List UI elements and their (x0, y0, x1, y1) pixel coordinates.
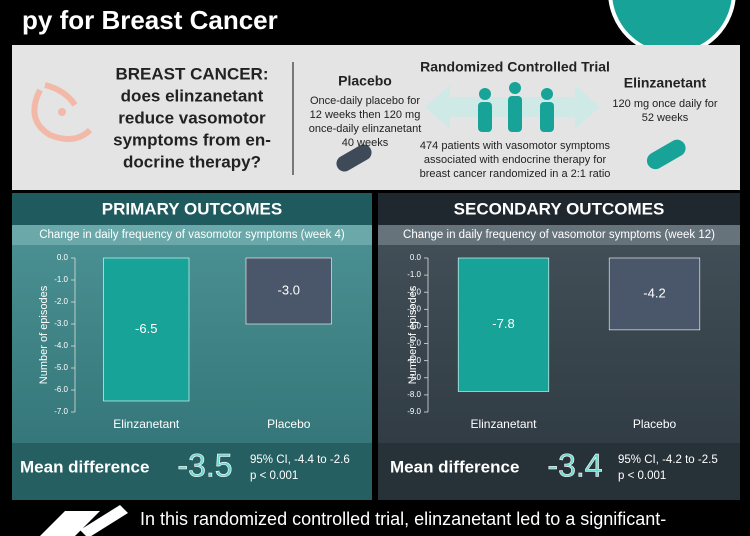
drug-line: 52 weeks (642, 112, 689, 124)
secondary-subheader (378, 225, 740, 245)
bar (457, 257, 550, 392)
design-line: associated with endocrine therapy for (424, 154, 607, 166)
footer-text: In this randomized controlled trial, eli… (140, 509, 666, 529)
panel-subtitle: Change in daily frequency of vasomotor s… (403, 229, 715, 241)
y-tick-label: 0.0 (57, 253, 69, 262)
drug-pill (646, 139, 686, 170)
study-box (12, 45, 740, 190)
y-tick-label: -3.0 (54, 319, 68, 328)
y-tick-label: -8.0 (407, 390, 421, 399)
design-line: 474 patients with vasomotor symptoms (420, 140, 611, 152)
drug-name: Elinzanetant (624, 75, 707, 91)
primary-summary (12, 443, 372, 500)
y-axis-label: Number of episodes (38, 285, 50, 384)
panel-title: SECONDARY OUTCOMES (454, 199, 665, 218)
question-line: does elinzanetant (121, 86, 264, 105)
breast-icon-dot (58, 108, 66, 116)
y-tick-label: -9.0 (407, 407, 421, 416)
footer (0, 500, 750, 536)
mean-difference-label: Mean difference (20, 457, 149, 476)
design-name: Randomized Controlled Trial (420, 59, 610, 75)
mean-difference-p: p < 0.001 (618, 470, 666, 482)
x-tick-label: Elinzanetant (470, 417, 537, 431)
mean-difference-value: -3.4 (547, 447, 602, 483)
y-tick-label: -1.0 (407, 270, 421, 279)
x-tick-label: Elinzanetant (113, 417, 180, 431)
x-tick-label: Placebo (633, 417, 677, 431)
y-tick-label: 0.0 (410, 253, 422, 262)
people-icon (478, 82, 554, 132)
y-tick-label: -4.0 (407, 322, 421, 331)
y-tick-label: -5.0 (407, 339, 421, 348)
primary-subheader (12, 225, 372, 245)
y-tick-label: -7.0 (54, 407, 68, 416)
mean-difference-label: Mean difference (390, 457, 519, 476)
drug-line: 120 mg once daily for (612, 98, 718, 110)
y-tick-label: -4.0 (54, 341, 68, 350)
question-line: symptoms from en- (113, 130, 271, 149)
y-tick-label: -2.0 (407, 287, 421, 296)
bar (608, 257, 701, 331)
panel-title: PRIMARY OUTCOMES (102, 199, 282, 218)
panel-subtitle: Change in daily frequency of vasomotor s… (39, 229, 345, 241)
placebo-line: 40 weeks (342, 137, 389, 149)
bar-value-label: -7.8 (492, 316, 514, 331)
footer-icon (40, 505, 128, 536)
question-line: docrine therapy? (123, 152, 261, 171)
mean-difference-ci: 95% CI, -4.4 to -2.6 (250, 454, 350, 466)
question-line: BREAST CANCER: (116, 64, 269, 83)
secondary-header (378, 193, 740, 225)
question-line: reduce vasomotor (118, 108, 266, 127)
placebo-line: once-daily elinzanetant (309, 123, 422, 135)
y-tick-label: -6.0 (54, 385, 68, 394)
placebo-pill (336, 144, 372, 172)
y-axis-label: Number of episodes (407, 285, 419, 384)
bar (245, 257, 332, 325)
x-tick-label: Placebo (267, 417, 311, 431)
placebo-line: Once-daily placebo for (310, 95, 420, 107)
bar-value-label: -4.2 (643, 285, 665, 300)
y-tick-label: -5.0 (54, 363, 68, 372)
bar-value-label: -6.5 (135, 321, 157, 336)
y-tick-label: -3.0 (407, 304, 421, 313)
y-tick-label: -2.0 (54, 297, 68, 306)
mean-difference-value: -3.5 (177, 447, 232, 483)
bar-value-label: -3.0 (278, 282, 300, 297)
mean-difference-ci: 95% CI, -4.2 to -2.5 (618, 454, 718, 466)
y-tick-label: -1.0 (54, 275, 68, 284)
breast-icon (31, 82, 93, 142)
secondary-summary (378, 443, 740, 500)
design-line: breast cancer randomized in a 2:1 ratio (420, 168, 611, 180)
y-tick-label: -6.0 (407, 356, 421, 365)
placebo-line: 12 weeks then 120 mg (310, 109, 421, 121)
bar (103, 257, 190, 402)
primary-header (12, 193, 372, 225)
y-tick-label: -7.0 (407, 373, 421, 382)
page-title: py for Breast Cancer (22, 5, 278, 35)
mean-difference-p: p < 0.001 (250, 470, 298, 482)
placebo-name: Placebo (338, 73, 392, 89)
